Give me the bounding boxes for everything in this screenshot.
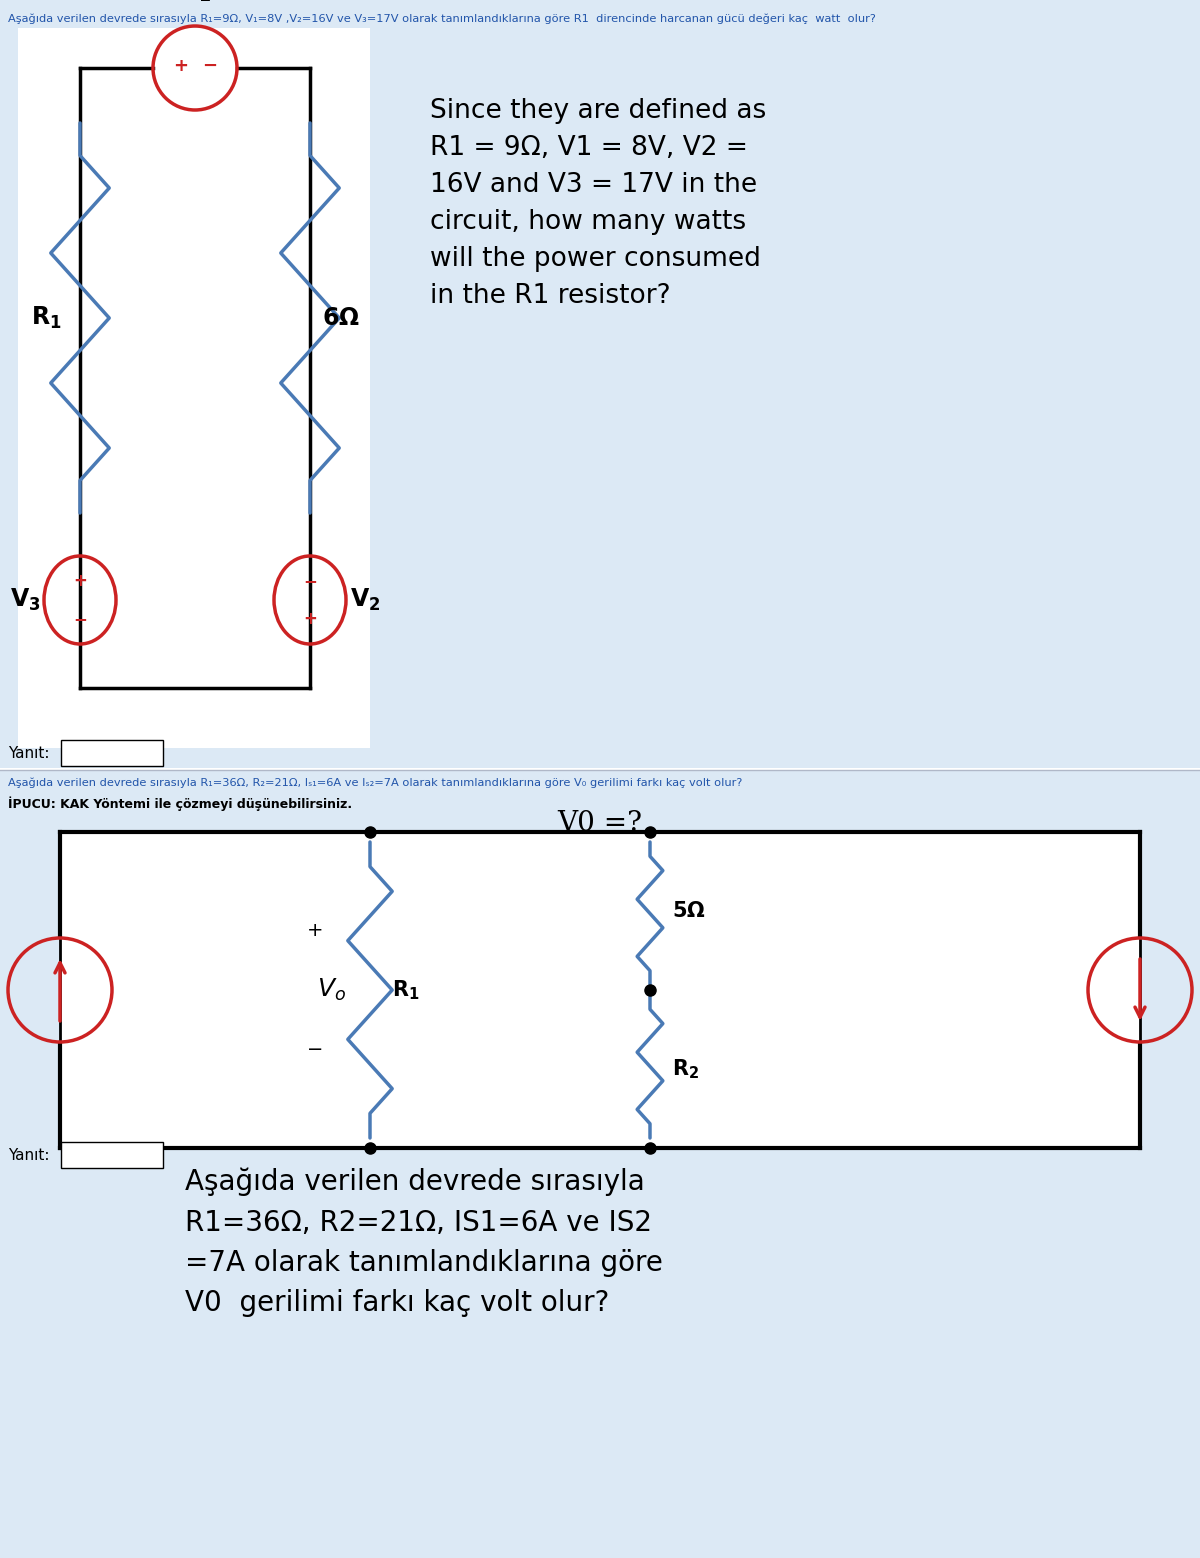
Text: $\bf{R_1}$: $\bf{R_1}$ [31,305,62,332]
Text: Yanıt:: Yanıt: [8,745,49,760]
Text: $\bf{V_3}$: $\bf{V_3}$ [10,587,41,614]
Text: $\bf{6\Omega}$: $\bf{6\Omega}$ [322,305,360,330]
Text: +: + [304,611,317,628]
Text: Aşağıda verilen devrede sırasıyla
R1=36Ω, R2=21Ω, IS1=6A ve IS2
=7A olarak tanım: Aşağıda verilen devrede sırasıyla R1=36Ω… [185,1168,662,1317]
Text: Aşağıda verilen devrede sırasıyla R₁=36Ω, R₂=21Ω, Iₛ₁=6A ve Iₛ₂=7A olarak tanıml: Aşağıda verilen devrede sırasıyla R₁=36Ω… [8,777,743,787]
Text: $\bf{5\Omega}$: $\bf{5\Omega}$ [672,901,706,921]
Bar [60,832,1140,1148]
Text: Since they are defined as
R1 = 9Ω, V1 = 8V, V2 =
16V and V3 = 17V in the
circuit: Since they are defined as R1 = 9Ω, V1 = … [430,98,767,308]
Text: $\bf{V_1}$: $\bf{V_1}$ [179,0,211,5]
Text: +: + [73,572,86,589]
Text: −: − [73,611,86,628]
Text: +: + [307,921,323,939]
Bar [0,0,1200,768]
Text: İPUCU: KAK Yöntemi ile çözmeyi düşünebilirsiniz.: İPUCU: KAK Yöntemi ile çözmeyi düşünebil… [8,796,352,810]
Text: −: − [307,1041,323,1059]
Text: $V_o$: $V_o$ [318,977,347,1003]
FancyBboxPatch shape [61,740,163,767]
Text: +: + [173,58,188,75]
FancyBboxPatch shape [61,1142,163,1168]
Text: Yanıt:: Yanıt: [8,1148,49,1162]
Bar [0,770,1200,1558]
Text: $\bf{V_2}$: $\bf{V_2}$ [349,587,380,614]
Text: $\bf{R_1}$: $\bf{R_1}$ [392,978,420,1002]
Bar [18,28,370,748]
Text: Aşağıda verilen devrede sırasıyla R₁=9Ω, V₁=8V ,V₂=16V ve V₃=17V olarak tanımlan: Aşağıda verilen devrede sırasıyla R₁=9Ω,… [8,12,876,23]
Text: V0 =?: V0 =? [558,810,642,837]
Text: −: − [202,58,217,75]
Text: −: − [304,572,317,589]
Text: $\bf{R_2}$: $\bf{R_2}$ [672,1058,700,1081]
